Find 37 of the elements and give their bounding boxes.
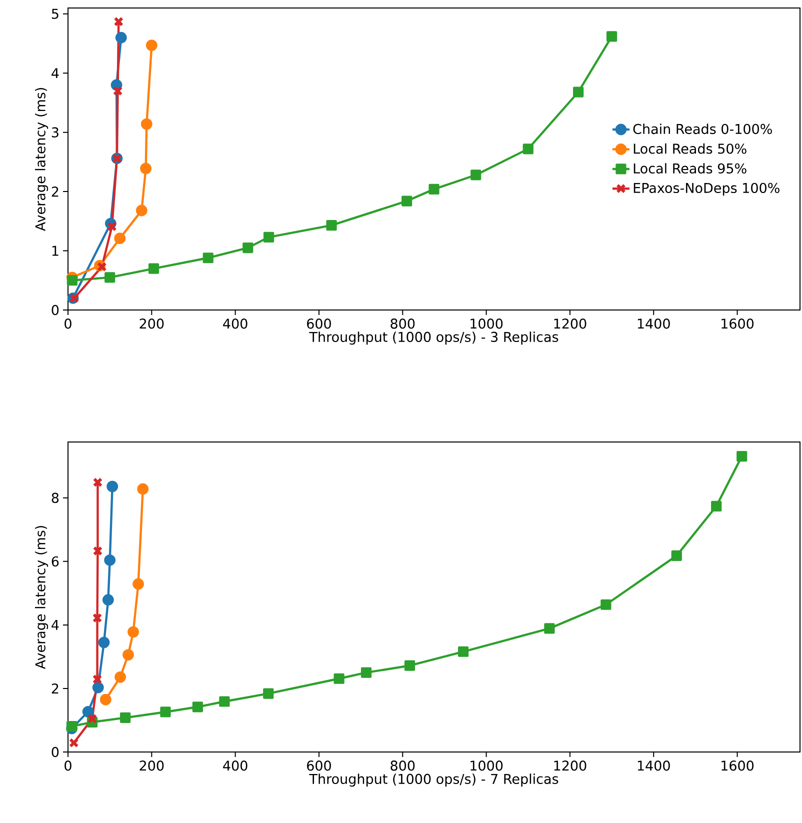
x-tick-label: 1400: [638, 318, 670, 329]
x-tick-label: 400: [223, 318, 248, 329]
x-tick-label: 1000: [470, 760, 503, 771]
y-tick-label: 6: [52, 556, 59, 567]
x-tick-label: 1000: [470, 318, 503, 329]
y-tick-label: 0: [52, 746, 59, 758]
x-axis-title: Throughput (1000 ops/s) - 3 Replicas: [309, 332, 558, 345]
x-tick-label: 200: [140, 318, 164, 329]
y-tick-label: 3: [52, 127, 58, 138]
y-axis-title: Average latency (ms): [34, 526, 48, 670]
x-tick-label: 1400: [638, 760, 670, 771]
x-axis-title: Throughput (1000 ops/s) - 7 Replicas: [309, 774, 558, 787]
x-tick-label: 600: [307, 318, 331, 329]
x-tick-label: 0: [64, 318, 72, 329]
y-tick-label: 2: [52, 683, 58, 694]
x-tick-label: 600: [307, 760, 331, 771]
x-tick-label: 1600: [722, 318, 754, 329]
y-tick-label: 0: [52, 304, 59, 316]
x-tick-label: 800: [390, 760, 415, 771]
x-tick-label: 800: [390, 318, 415, 329]
x-tick-label: 200: [140, 760, 164, 771]
y-tick-label: 1: [52, 246, 58, 256]
x-tick-label: 1200: [554, 318, 586, 329]
y-axis-title: Average latency (ms): [34, 88, 48, 232]
y-tick-label: 5: [52, 8, 58, 19]
x-tick-label: 400: [223, 760, 248, 771]
x-tick-label: 1200: [554, 760, 586, 771]
legend-label: EPaxos-NoDeps 100%: [634, 182, 780, 196]
legend-label: Local Reads 50%: [634, 143, 746, 154]
x-tick-label: 1600: [722, 760, 754, 771]
x-tick-label: 0: [64, 760, 72, 771]
y-tick-label: 4: [52, 620, 59, 630]
y-tick-label: 8: [52, 492, 59, 503]
y-tick-label: 2: [52, 186, 58, 197]
legend-label: Chain Reads 0-100%: [633, 124, 772, 134]
y-tick-label: 4: [52, 68, 59, 78]
legend-label: Local Reads 95%: [634, 163, 746, 174]
